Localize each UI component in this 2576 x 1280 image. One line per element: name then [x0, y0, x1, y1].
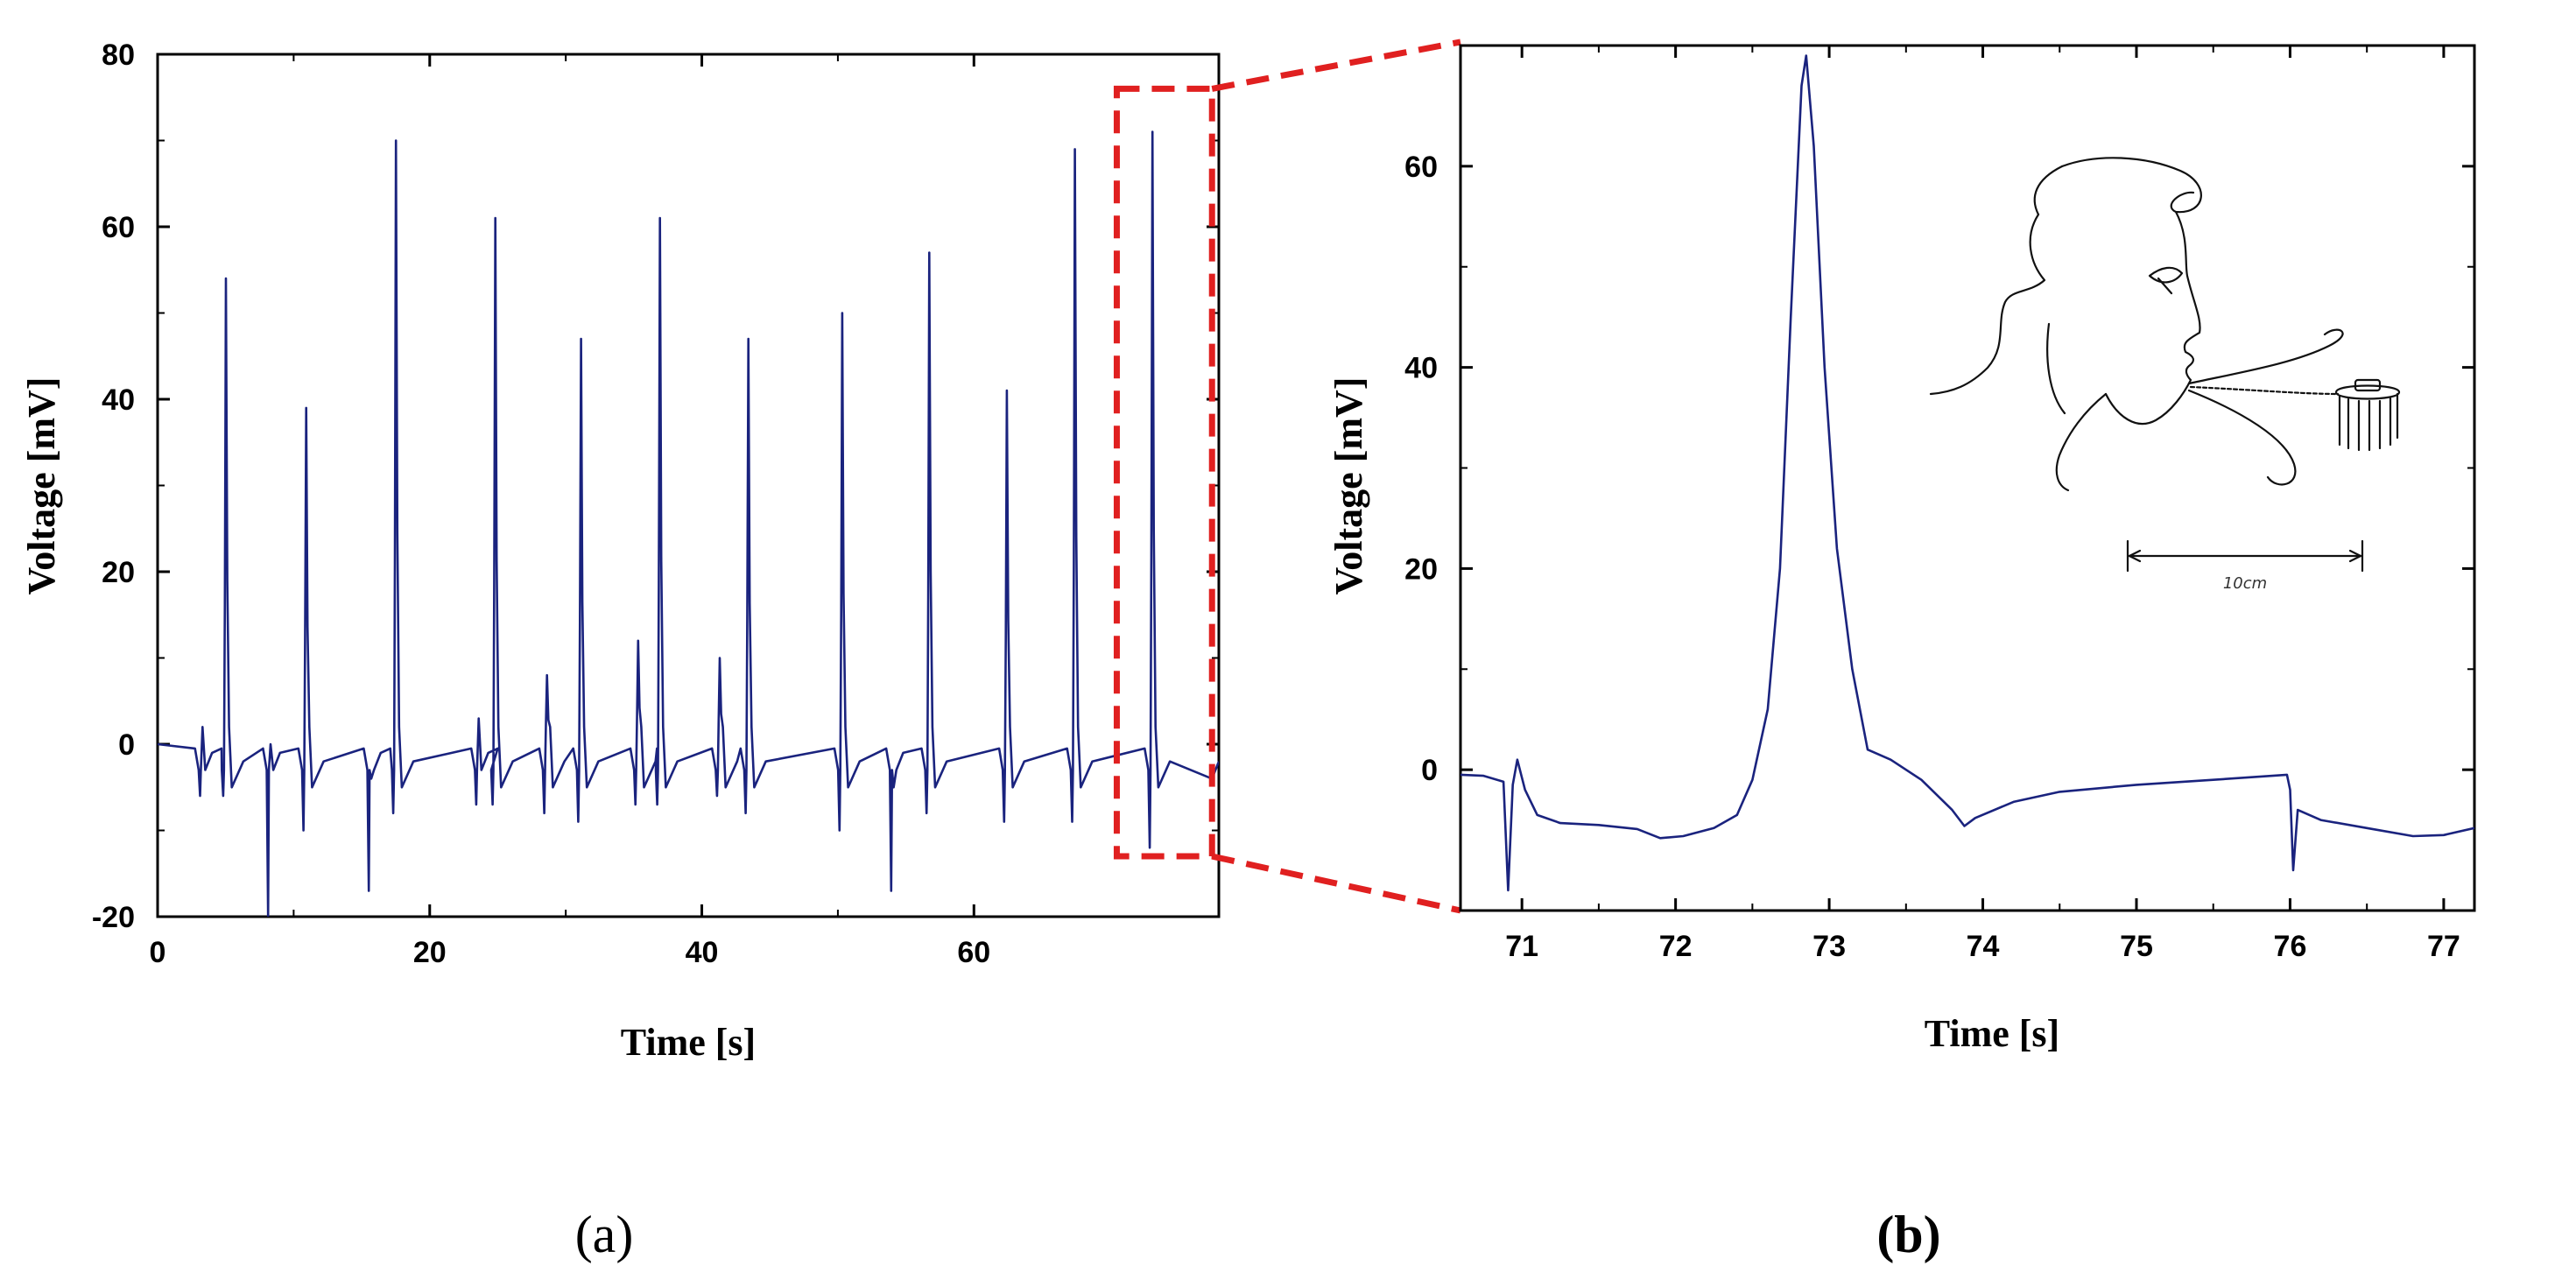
zoom-connector-top-line	[1211, 39, 1461, 92]
panel-b-tick-labels: 71 72 73 74 75 76 77 0 20 40 60	[1404, 151, 2460, 963]
panel-b-x-axis-title: Time [s]	[1925, 1012, 2059, 1055]
panel-a-x-tick-label: 60	[957, 936, 990, 969]
panel-b-x-tick-label: 75	[2120, 930, 2153, 963]
panel-a-y-tick-label: 60	[102, 211, 135, 244]
panel-b-y-tick-label: 60	[1404, 151, 1438, 184]
panel-a-y-tick-label: 40	[102, 383, 135, 417]
panel-a-y-tick-label: 80	[102, 39, 135, 72]
panel-b-y-tick-label: 40	[1404, 352, 1438, 385]
panel-a-y-tick-label: 0	[118, 728, 135, 762]
panel-b-label: (b)	[1876, 1206, 1940, 1263]
panel-b-x-tick-label: 71	[1505, 930, 1538, 963]
panel-a-plot-frame	[156, 53, 1221, 918]
panel-b-x-tick-label: 74	[1967, 930, 2000, 963]
panel-a-y-tick-label: -20	[92, 901, 135, 934]
panel-b-x-tick-label: 73	[1812, 930, 1846, 963]
panel-a-voltage-series-line	[158, 130, 1219, 917]
zoom-connector-bottom-line	[1211, 853, 1461, 914]
blowing-person-sketch-icon	[1929, 157, 2401, 573]
panel-b-x-tick-label: 76	[2274, 930, 2307, 963]
panel-b-x-tick-label: 72	[1659, 930, 1693, 963]
panel-a-tick-labels: 0 20 40 60 -20 0 20 40 60 80	[92, 39, 990, 969]
panel-a-label: (a)	[575, 1206, 634, 1263]
panel-a-x-axis-title: Time [s]	[621, 1021, 756, 1064]
panel-b-y-axis-title: Voltage [mV]	[1327, 377, 1370, 595]
panel-a-x-tick-label: 40	[686, 936, 719, 969]
zoom-region-box	[1113, 85, 1215, 860]
panel-b-y-tick-label: 0	[1421, 754, 1438, 787]
panel-a-y-axis-title: Voltage [mV]	[20, 377, 63, 595]
panel-b-voltage-series-line	[1460, 54, 2474, 892]
panel-b-plot-frame	[1459, 44, 2476, 912]
panel-a-x-tick-label: 20	[413, 936, 447, 969]
scale-bar-label: 10cm	[2223, 574, 2267, 593]
panel-a-x-tick-label: 0	[150, 936, 166, 969]
panel-b-x-tick-label: 77	[2427, 930, 2460, 963]
panel-b-y-tick-label: 20	[1404, 552, 1438, 586]
panel-a-y-tick-label: 20	[102, 556, 135, 589]
panel-a-chart: 0 20 40 60 -20 0 20 40 60 80 Time [s] Voltage [mV…	[20, 39, 1221, 1263]
panel-b-chart: 71 72 73 74 75 76 77 0 20 40 60	[1327, 44, 2476, 1263]
panel-b-ticks	[1460, 46, 2474, 911]
panel-a-ticks	[156, 53, 1219, 918]
